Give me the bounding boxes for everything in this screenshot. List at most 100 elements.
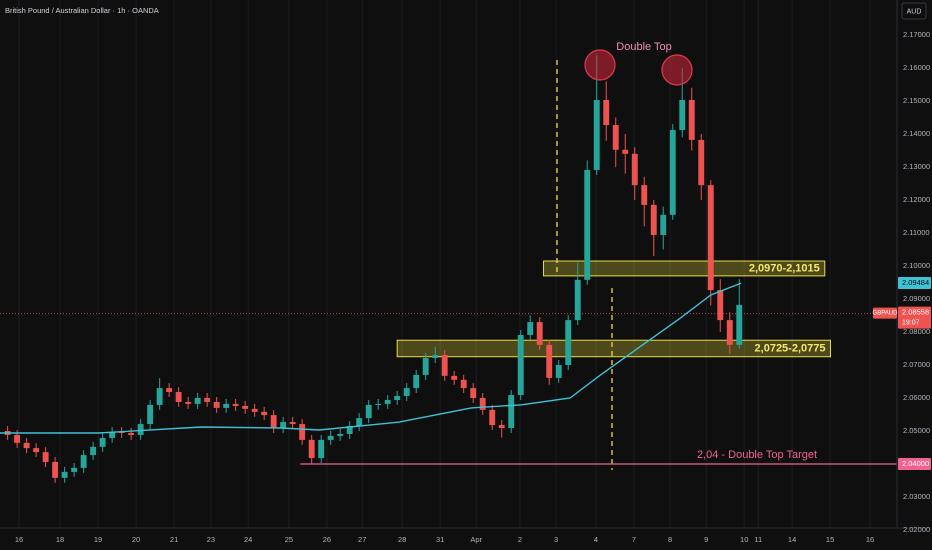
target-label: 2,04 - Double Top Target	[697, 449, 817, 461]
currency-button[interactable]	[901, 2, 927, 20]
candle-body	[137, 424, 144, 435]
target-badge	[898, 457, 931, 470]
candle-body	[698, 139, 705, 186]
candle-body	[479, 397, 486, 410]
candle-body	[631, 153, 638, 186]
candle-body	[90, 446, 97, 456]
candle-body	[584, 169, 591, 280]
candle-body	[527, 322, 534, 335]
last-price-badge	[898, 306, 931, 329]
candle-body	[536, 322, 543, 345]
y-tick-label: 2.06000	[903, 393, 930, 402]
x-tick-label: 19	[94, 535, 102, 544]
y-tick-label: 2.16000	[903, 63, 930, 72]
x-tick-label: 7	[632, 535, 636, 544]
candle-body	[508, 395, 515, 429]
support-resistance-zone	[543, 260, 826, 277]
zones: 2,0970-2,1015 2,0725-2,0775	[396, 260, 831, 358]
candle-body	[185, 401, 192, 404]
candle-body	[565, 320, 572, 365]
peak-circle	[661, 54, 693, 86]
candle-body	[726, 320, 733, 345]
x-tick-label: 26	[323, 535, 331, 544]
x-tick-label: 20	[132, 535, 140, 544]
candle-body	[270, 415, 277, 429]
candle-body	[232, 403, 239, 406]
candle-body	[299, 424, 306, 440]
candle-body	[413, 374, 420, 389]
x-tick-label: 25	[285, 535, 293, 544]
candle-body	[242, 405, 249, 409]
candle-body	[707, 185, 714, 291]
zone-label: 2,0725-2,0775	[755, 342, 826, 354]
candle-body	[280, 422, 287, 429]
last-price-label: 2.08558	[902, 308, 929, 317]
countdown-label: 19:07	[902, 319, 920, 326]
y-tick-label: 2.17000	[903, 30, 930, 39]
candle-body	[593, 99, 600, 170]
y-tick-label: 2.15000	[903, 96, 930, 105]
x-tick-label: 16	[866, 535, 874, 544]
candle-body	[346, 426, 353, 434]
candle-body	[128, 432, 135, 435]
x-tick-label: 9	[704, 535, 708, 544]
x-tick-label: 18	[56, 535, 64, 544]
candle-body	[118, 431, 125, 433]
candle-body	[384, 399, 391, 404]
peak-circle	[584, 49, 616, 81]
candle-body	[574, 279, 581, 321]
candle-body	[679, 99, 686, 131]
x-tick-label: 24	[244, 535, 252, 544]
x-tick-label: 14	[788, 535, 796, 544]
candle-body	[546, 344, 553, 378]
candle-body	[194, 397, 201, 404]
candle-body	[251, 408, 258, 412]
support-resistance-zone	[396, 339, 831, 358]
candle-body	[622, 149, 629, 154]
candle-body	[612, 125, 619, 150]
candle-body	[365, 404, 372, 419]
zone-label: 2,0970-2,1015	[749, 262, 820, 274]
candle-body	[14, 434, 21, 443]
candle-body	[422, 358, 429, 375]
y-tick-label: 2.12000	[903, 195, 930, 204]
x-tick-label: 31	[436, 535, 444, 544]
symbol-badge	[873, 307, 897, 319]
candle-body	[356, 418, 363, 427]
pattern-label: Double Top	[616, 41, 671, 53]
y-tick-label: 2.02000	[903, 525, 930, 534]
x-tick-label: 4	[594, 535, 598, 544]
candle-body	[23, 442, 30, 449]
time-axis	[0, 528, 932, 550]
currency-label[interactable]: AUD	[907, 8, 922, 15]
candle-body	[166, 388, 173, 393]
candle-body	[489, 409, 496, 426]
candle-body	[555, 364, 562, 378]
candle-body	[204, 397, 211, 402]
y-tick-label: 2.05000	[903, 426, 930, 435]
x-tick-label: 23	[207, 535, 215, 544]
candle-body	[451, 375, 458, 380]
candle-body	[109, 431, 116, 438]
y-tick-label: 2.14000	[903, 129, 930, 138]
x-tick-label: 8	[668, 535, 672, 544]
candle-body	[470, 388, 477, 398]
candle-body	[337, 433, 344, 436]
candle-body	[289, 422, 296, 425]
x-tick-label: 16	[15, 535, 23, 544]
ma-badge	[898, 277, 931, 290]
candle-body	[669, 130, 676, 215]
y-tick-label: 2.11000	[903, 228, 930, 237]
target-badge-label: 2.04000	[902, 459, 929, 468]
x-tick-label: 15	[826, 535, 834, 544]
candle-body	[650, 204, 657, 235]
plot: 2,04 - Double Top Target	[0, 54, 897, 483]
candle-body	[660, 214, 667, 235]
candle-body	[147, 404, 154, 425]
symbol-header: British Pound / Australian Dollar · 1h ·…	[5, 6, 159, 15]
y-tick-label: 2.13000	[903, 162, 930, 171]
x-tick-label: 21	[170, 535, 178, 544]
y-tick-label: 2.09000	[903, 294, 930, 303]
candle-body	[603, 99, 610, 126]
